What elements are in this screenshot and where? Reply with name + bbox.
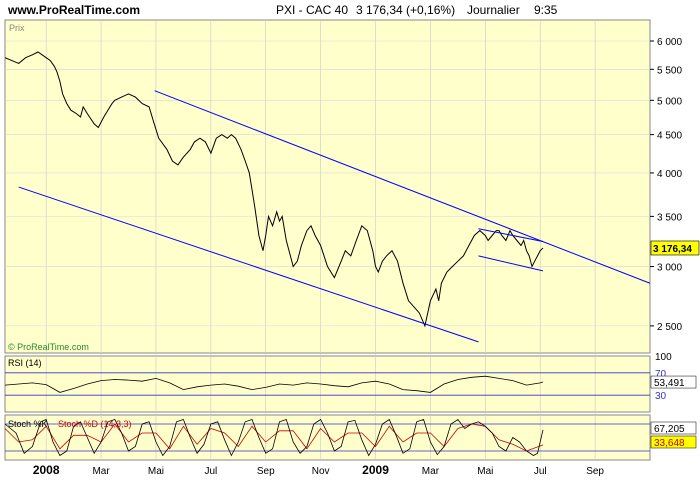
stoch-k-value: 67,205 [654,424,685,435]
axes-layer: 2008 Mar Mai Jul Sep Nov 2009 Mar Mai Jul Sep 2 500… [33,37,700,477]
stoch-k-label: Stoch %K [8,419,48,429]
trend-channel-line [478,255,544,272]
stoch-d-tag [650,435,697,449]
stoch-d-line [4,423,544,452]
stoch-panel [4,414,651,461]
price-panel-label: Prix [9,23,25,33]
y-tick-label: 2 500 [657,322,682,333]
stoch-d-value: 33,648 [654,438,685,449]
y-tick-label: 5 500 [657,65,682,76]
trend-channel-line [154,90,651,284]
x-tick-label: 2008 [33,463,60,477]
trend-channel-line [478,228,544,242]
price-series-line [4,51,544,328]
x-tick-label: Mai [148,466,164,477]
rsi-last-tag [650,375,697,389]
trend-channel-line [18,186,479,343]
quote-value: 3 176,34 (+0,16%) [356,3,455,17]
x-tick-label: Sep [586,466,604,477]
rsi-panel [4,355,651,413]
watermark: © ProRealTime.com [8,342,89,352]
y-tick-label: 4 000 [657,169,682,180]
site-name: www.ProRealTime.com [7,3,140,17]
stoch-k-tag [650,421,697,435]
instrument-name: PXI - CAC 40 [276,3,348,17]
last-price-value: 3 176,34 [653,244,692,255]
x-tick-label: Mar [92,466,110,477]
stoch-layer [4,418,650,457]
rsi-tick-label: 70 [655,369,667,380]
x-tick-label: 2009 [362,463,389,477]
rsi-last-value: 53,491 [654,378,685,389]
last-price-tag [650,240,700,256]
y-tick-label: 3 000 [657,263,682,274]
rsi-panel-label: RSI (14) [8,358,42,368]
y-tick-label: 4 500 [657,131,682,142]
time-label: 9:35 [534,3,558,17]
x-tick-label: Jul [534,466,547,477]
grid-lines [5,20,650,460]
rsi-layer [4,372,650,396]
rsi-series-line [4,375,544,393]
y-tick-label: 3 500 [657,212,682,223]
price-panel [4,19,651,354]
stoch-d-label: Stoch %D (14,3,3) [58,419,132,429]
x-tick-label: Nov [312,466,330,477]
y-tick-label: 6 000 [657,37,682,48]
x-tick-label: Mar [422,466,440,477]
rsi-tick-label: 30 [655,391,667,402]
rsi-tick-label: 100 [655,352,672,363]
chart-header: www.ProRealTime.com PXI - CAC 40 3 176,3… [7,3,558,17]
y-tick-label: 5 000 [657,96,682,107]
x-tick-label: Jul [204,466,217,477]
period-label: Journalier [467,3,520,17]
x-tick-label: Sep [257,466,275,477]
price-layer [4,51,651,343]
x-tick-label: Mai [477,466,493,477]
stoch-k-line [4,418,544,457]
